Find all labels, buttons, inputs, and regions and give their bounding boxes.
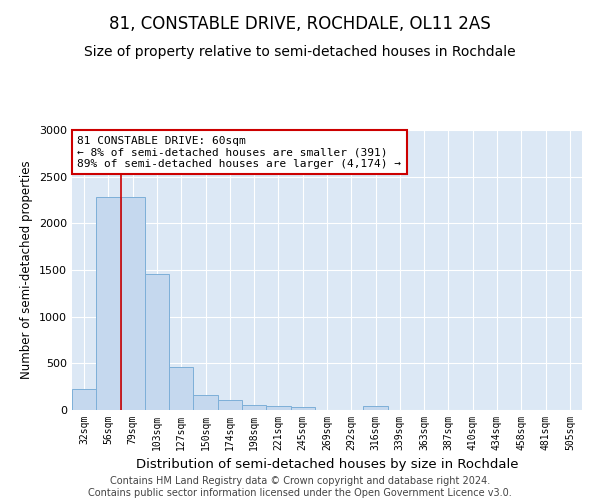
Bar: [242, 405, 266, 410]
Bar: [169, 367, 193, 410]
Bar: [72, 390, 96, 410]
Bar: [96, 197, 121, 410]
Text: Size of property relative to semi-detached houses in Rochdale: Size of property relative to semi-detach…: [84, 45, 516, 59]
Text: Contains HM Land Registry data © Crown copyright and database right 2024.
Contai: Contains HM Land Registry data © Crown c…: [88, 476, 512, 498]
Bar: [218, 400, 242, 410]
Bar: [266, 406, 290, 410]
Bar: [290, 406, 315, 410]
Text: 81 CONSTABLE DRIVE: 60sqm
← 8% of semi-detached houses are smaller (391)
89% of : 81 CONSTABLE DRIVE: 60sqm ← 8% of semi-d…: [77, 136, 401, 169]
Bar: [364, 406, 388, 410]
Bar: [121, 197, 145, 410]
Bar: [145, 274, 169, 410]
Bar: [193, 395, 218, 410]
Y-axis label: Number of semi-detached properties: Number of semi-detached properties: [20, 160, 34, 380]
Text: 81, CONSTABLE DRIVE, ROCHDALE, OL11 2AS: 81, CONSTABLE DRIVE, ROCHDALE, OL11 2AS: [109, 15, 491, 33]
X-axis label: Distribution of semi-detached houses by size in Rochdale: Distribution of semi-detached houses by …: [136, 458, 518, 471]
